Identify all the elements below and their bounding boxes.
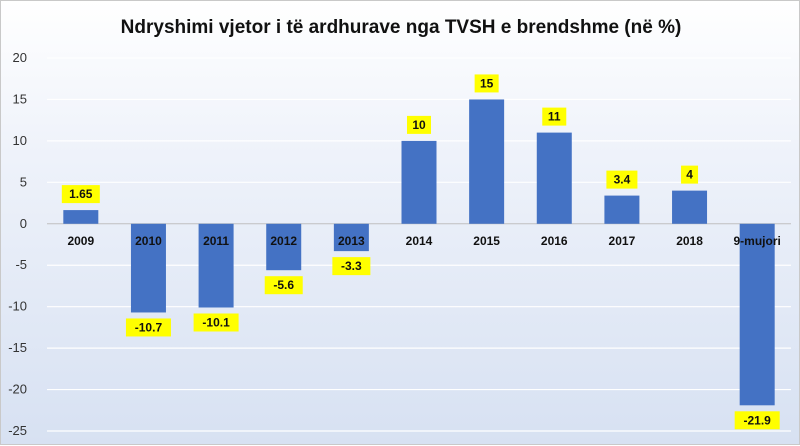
y-tick-label: -25	[8, 423, 27, 438]
x-tick-label: 2010	[135, 234, 162, 248]
bar	[130, 223, 166, 313]
bar	[198, 223, 234, 308]
y-tick-label: -5	[15, 257, 27, 272]
x-tick-label: 2012	[270, 234, 297, 248]
data-label-box	[606, 170, 638, 189]
x-tick-label: 2013	[338, 234, 365, 248]
y-tick-label: 0	[20, 216, 27, 231]
y-tick-label: -10	[8, 299, 27, 314]
y-tick-label: 5	[20, 174, 27, 189]
x-tick-label: 2015	[473, 234, 500, 248]
x-tick-label: 2017	[609, 234, 636, 248]
y-tick-label: 15	[13, 91, 27, 106]
data-label: -10.1	[202, 315, 230, 329]
bar	[536, 132, 572, 224]
data-label-box	[542, 107, 567, 126]
data-label-box	[264, 276, 303, 295]
x-tick-label: 9-mujori	[734, 234, 781, 248]
bar	[672, 190, 708, 224]
bar	[63, 210, 99, 224]
x-tick-label: 2009	[67, 234, 94, 248]
chart-title: Ndryshimi vjetor i të ardhurave nga TVSH…	[120, 17, 682, 38]
data-label-box	[734, 411, 780, 430]
data-label: -21.9	[744, 413, 772, 427]
x-tick-label: 2014	[406, 234, 433, 248]
y-tick-label: 10	[13, 133, 27, 148]
data-label: 3.4	[614, 173, 631, 187]
data-label: -10.7	[135, 320, 163, 334]
bar	[401, 140, 437, 224]
bar	[604, 195, 640, 224]
bar	[333, 223, 369, 252]
data-label-box	[193, 313, 239, 332]
data-label-box	[474, 74, 499, 93]
y-tick-label: -15	[8, 340, 27, 355]
y-tick-label: 20	[13, 50, 27, 65]
data-label-box	[61, 185, 100, 204]
x-tick-label: 2011	[203, 234, 229, 248]
data-label: -3.3	[341, 259, 362, 273]
data-label-box	[125, 318, 171, 337]
x-tick-label: 2018	[676, 234, 703, 248]
data-label: 15	[480, 76, 494, 90]
data-label-box	[681, 165, 699, 184]
bar	[469, 99, 505, 224]
data-label: 10	[412, 118, 426, 132]
data-label: 4	[686, 168, 693, 182]
data-label: 11	[548, 110, 561, 124]
data-label-box	[407, 115, 431, 134]
x-tick-label: 2016	[541, 234, 568, 248]
bar	[266, 223, 302, 271]
data-label: 1.65	[69, 187, 93, 201]
bar	[739, 223, 775, 406]
data-label-box	[332, 257, 371, 276]
data-label: -5.6	[273, 278, 294, 292]
y-tick-label: -20	[8, 382, 27, 397]
